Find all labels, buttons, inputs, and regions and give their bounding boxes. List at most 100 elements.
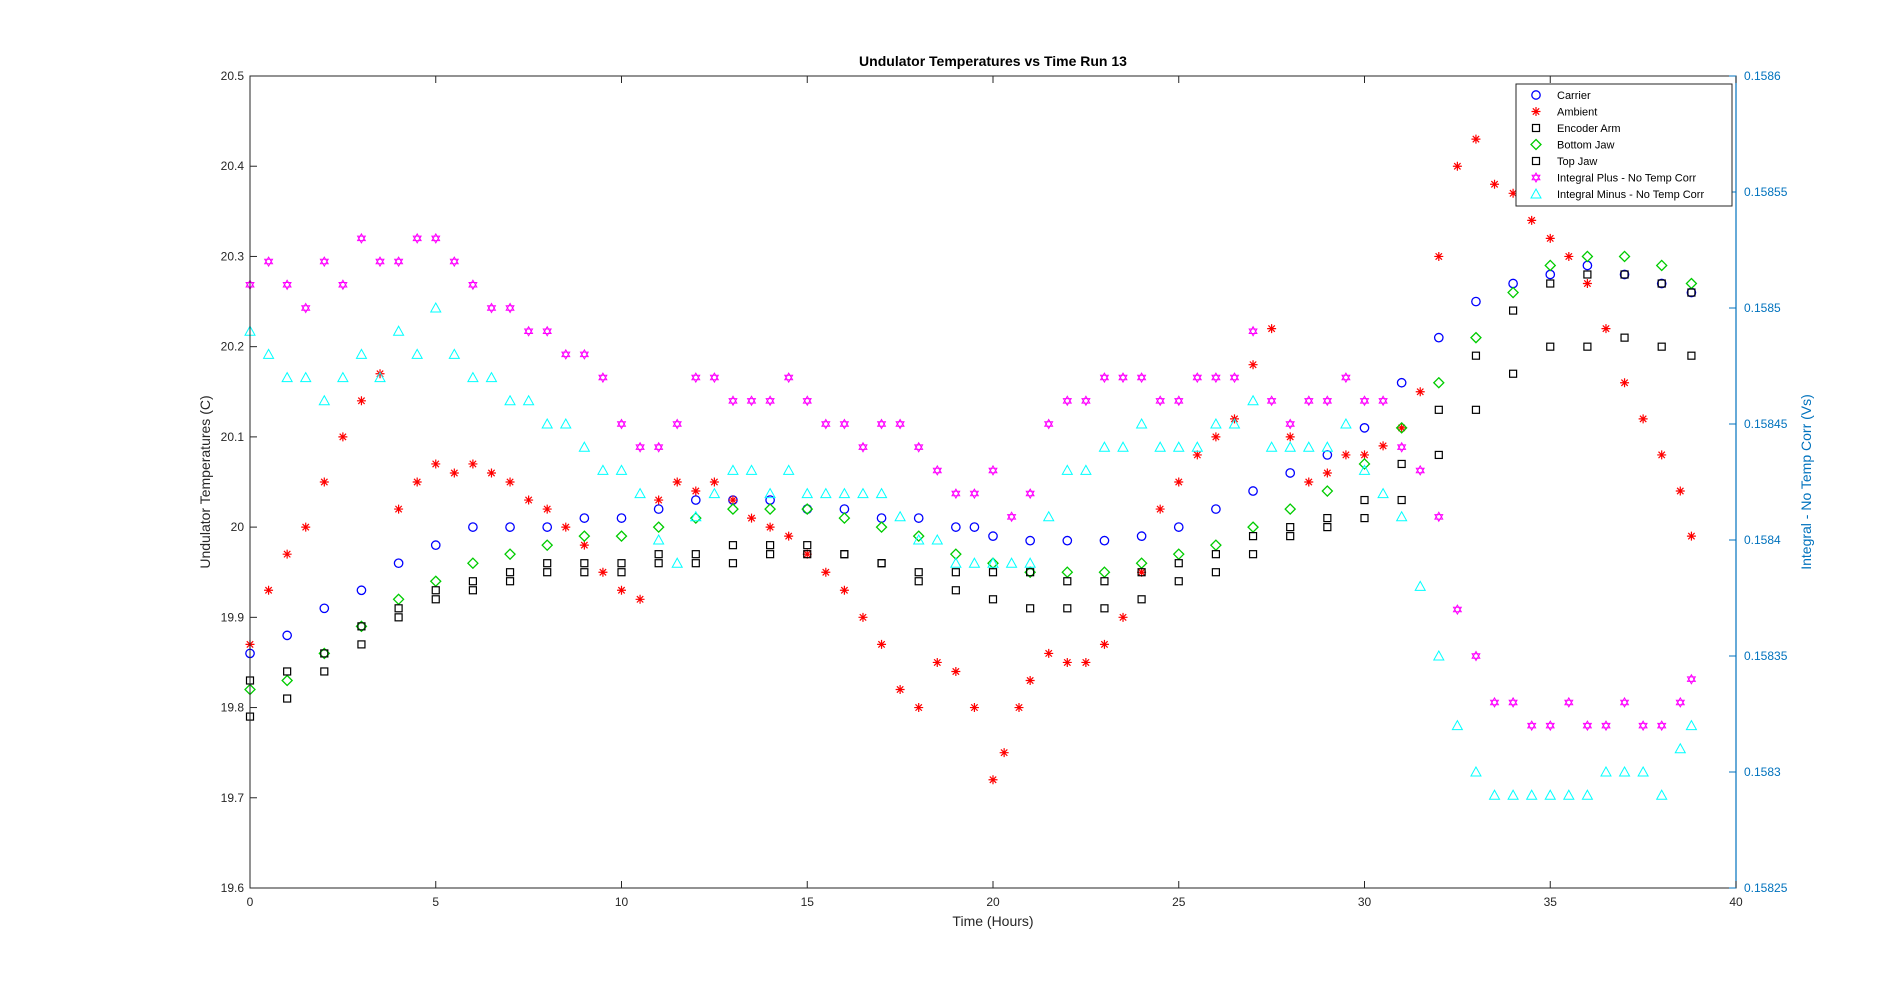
data-point-ambient (635, 594, 645, 604)
data-point-integral-plus-no-temp-corr (635, 441, 645, 453)
data-point-integral-minus-no-temp-corr (1265, 441, 1278, 452)
data-point-integral-plus-no-temp-corr (1359, 395, 1370, 407)
data-point-carrier (1471, 296, 1481, 307)
data-point-integral-minus-no-temp-corr (1685, 719, 1698, 731)
data-point-ambient (1638, 414, 1648, 424)
data-point-carrier (1619, 269, 1630, 280)
data-point-integral-plus-no-temp-corr (1062, 395, 1073, 407)
data-point-integral-plus-no-temp-corr (319, 256, 330, 268)
legend-label: Top Jaw (1557, 156, 1597, 168)
y-tick-label: 20 (231, 520, 245, 534)
data-point-ambient (654, 495, 664, 505)
legend-item-integral-plus-no-temp-corr: Integral Plus - No Temp Corr (1531, 171, 1697, 185)
data-point-bottom-jaw (1544, 259, 1557, 272)
data-point-top-jaw (1657, 279, 1666, 288)
data-point-ambient (1174, 477, 1184, 487)
data-point-ambient (709, 477, 719, 487)
data-point-encoder-arm (394, 613, 403, 622)
y2-axis-ticks: 0.15825 0.1583 0.15835 0.1584 0.15845 0.1585 0… (1729, 69, 1788, 895)
data-point-encoder-arm (580, 568, 589, 577)
data-point-integral-minus-no-temp-corr (299, 371, 312, 383)
data-point-encoder-arm (1620, 333, 1629, 342)
data-point-top-jaw (765, 541, 775, 550)
data-point-integral-minus-no-temp-corr (1544, 789, 1557, 800)
data-point-integral-plus-no-temp-corr (1192, 372, 1203, 384)
data-point-carrier (356, 585, 367, 596)
data-point-integral-minus-no-temp-corr (745, 464, 758, 475)
data-point-bottom-jaw (838, 512, 851, 525)
data-point-integral-plus-no-temp-corr (616, 418, 627, 430)
data-point-integral-plus-no-temp-corr (1686, 673, 1697, 685)
data-point-integral-minus-no-temp-corr (727, 464, 739, 475)
data-point-bottom-jaw (801, 503, 814, 515)
data-point-carrier (579, 513, 590, 523)
data-point-top-jaw (1360, 495, 1369, 505)
data-point-ambient (1062, 657, 1072, 667)
data-point-encoder-arm (1657, 342, 1666, 351)
data-point-ambient (1675, 486, 1685, 496)
data-point-ambient (598, 567, 608, 577)
data-point-integral-plus-no-temp-corr (561, 348, 571, 360)
data-point-bottom-jaw (504, 548, 516, 561)
data-point-encoder-arm (951, 586, 960, 595)
data-point-integral-minus-no-temp-corr (1210, 417, 1222, 429)
y2-tick-label: 0.1585 (1744, 301, 1781, 315)
data-point-integral-minus-no-temp-corr (262, 348, 275, 359)
data-point-integral-minus-no-temp-corr (615, 464, 628, 475)
legend-items: Carrier Ambient Encoder Arm Bottom Jaw Top J… (1530, 90, 1704, 201)
data-point-integral-plus-no-temp-corr (1266, 395, 1277, 407)
legend-item-top-jaw: Top Jaw (1531, 156, 1597, 168)
data-point-encoder-arm (320, 667, 329, 676)
data-point-integral-plus-no-temp-corr (282, 279, 292, 291)
data-point-integral-minus-no-temp-corr (1321, 441, 1334, 452)
data-point-ambient (412, 477, 422, 487)
data-point-ambient (319, 477, 329, 487)
data-point-encoder-arm (654, 559, 663, 568)
data-point-integral-plus-no-temp-corr (765, 395, 775, 407)
data-point-ambient (839, 585, 849, 595)
data-point-carrier (1433, 332, 1444, 343)
y-tick-label: 20.4 (221, 159, 245, 173)
data-point-integral-minus-no-temp-corr (1674, 742, 1687, 754)
data-point-encoder-arm (988, 595, 998, 604)
data-point-integral-minus-no-temp-corr (1228, 417, 1241, 429)
data-point-integral-minus-no-temp-corr (337, 371, 349, 383)
data-point-encoder-arm (1026, 604, 1035, 613)
data-point-ambient (821, 567, 831, 577)
data-point-integral-minus-no-temp-corr (671, 557, 684, 568)
data-point-encoder-arm (1546, 342, 1555, 351)
legend-marker-integral-minus-no-temp-corr (1530, 187, 1542, 199)
data-point-top-jaw (394, 604, 403, 613)
data-point-integral-minus-no-temp-corr (559, 417, 572, 429)
legend-marker-encoder-arm (1531, 123, 1541, 133)
data-point-integral-minus-no-temp-corr (1358, 464, 1371, 475)
data-point-integral-plus-no-temp-corr (709, 372, 720, 384)
data-point-integral-plus-no-temp-corr (523, 325, 534, 337)
data-point-encoder-arm (283, 694, 292, 703)
data-point-integral-plus-no-temp-corr (1582, 720, 1593, 732)
data-point-integral-plus-no-temp-corr (913, 441, 924, 453)
data-point-ambient (561, 522, 571, 532)
data-point-encoder-arm (1174, 577, 1183, 586)
data-point-carrier (950, 522, 961, 532)
data-point-ambient (1564, 251, 1574, 261)
y-tick-label: 19.7 (221, 791, 245, 805)
data-point-integral-plus-no-temp-corr (858, 441, 868, 453)
y-tick-label: 19.9 (221, 610, 245, 624)
data-point-bottom-jaw (1284, 503, 1297, 515)
data-point-integral-plus-no-temp-corr (263, 256, 274, 268)
data-point-encoder-arm (1286, 532, 1295, 541)
y-tick-label: 20.2 (221, 340, 245, 354)
data-point-top-jaw (1687, 288, 1696, 297)
data-point-top-jaw (1471, 351, 1481, 360)
data-point-top-jaw (914, 568, 923, 577)
data-point-carrier (988, 531, 998, 541)
data-point-top-jaw (580, 559, 589, 568)
legend-label: Bottom Jaw (1557, 140, 1615, 152)
legend-label: Integral Minus - No Temp Corr (1557, 189, 1704, 201)
data-point-integral-plus-no-temp-corr (783, 372, 794, 384)
data-point-bottom-jaw (615, 530, 628, 543)
data-point-carrier (1099, 535, 1110, 546)
data-point-ambient (895, 685, 905, 695)
data-point-carrier (1062, 535, 1073, 546)
